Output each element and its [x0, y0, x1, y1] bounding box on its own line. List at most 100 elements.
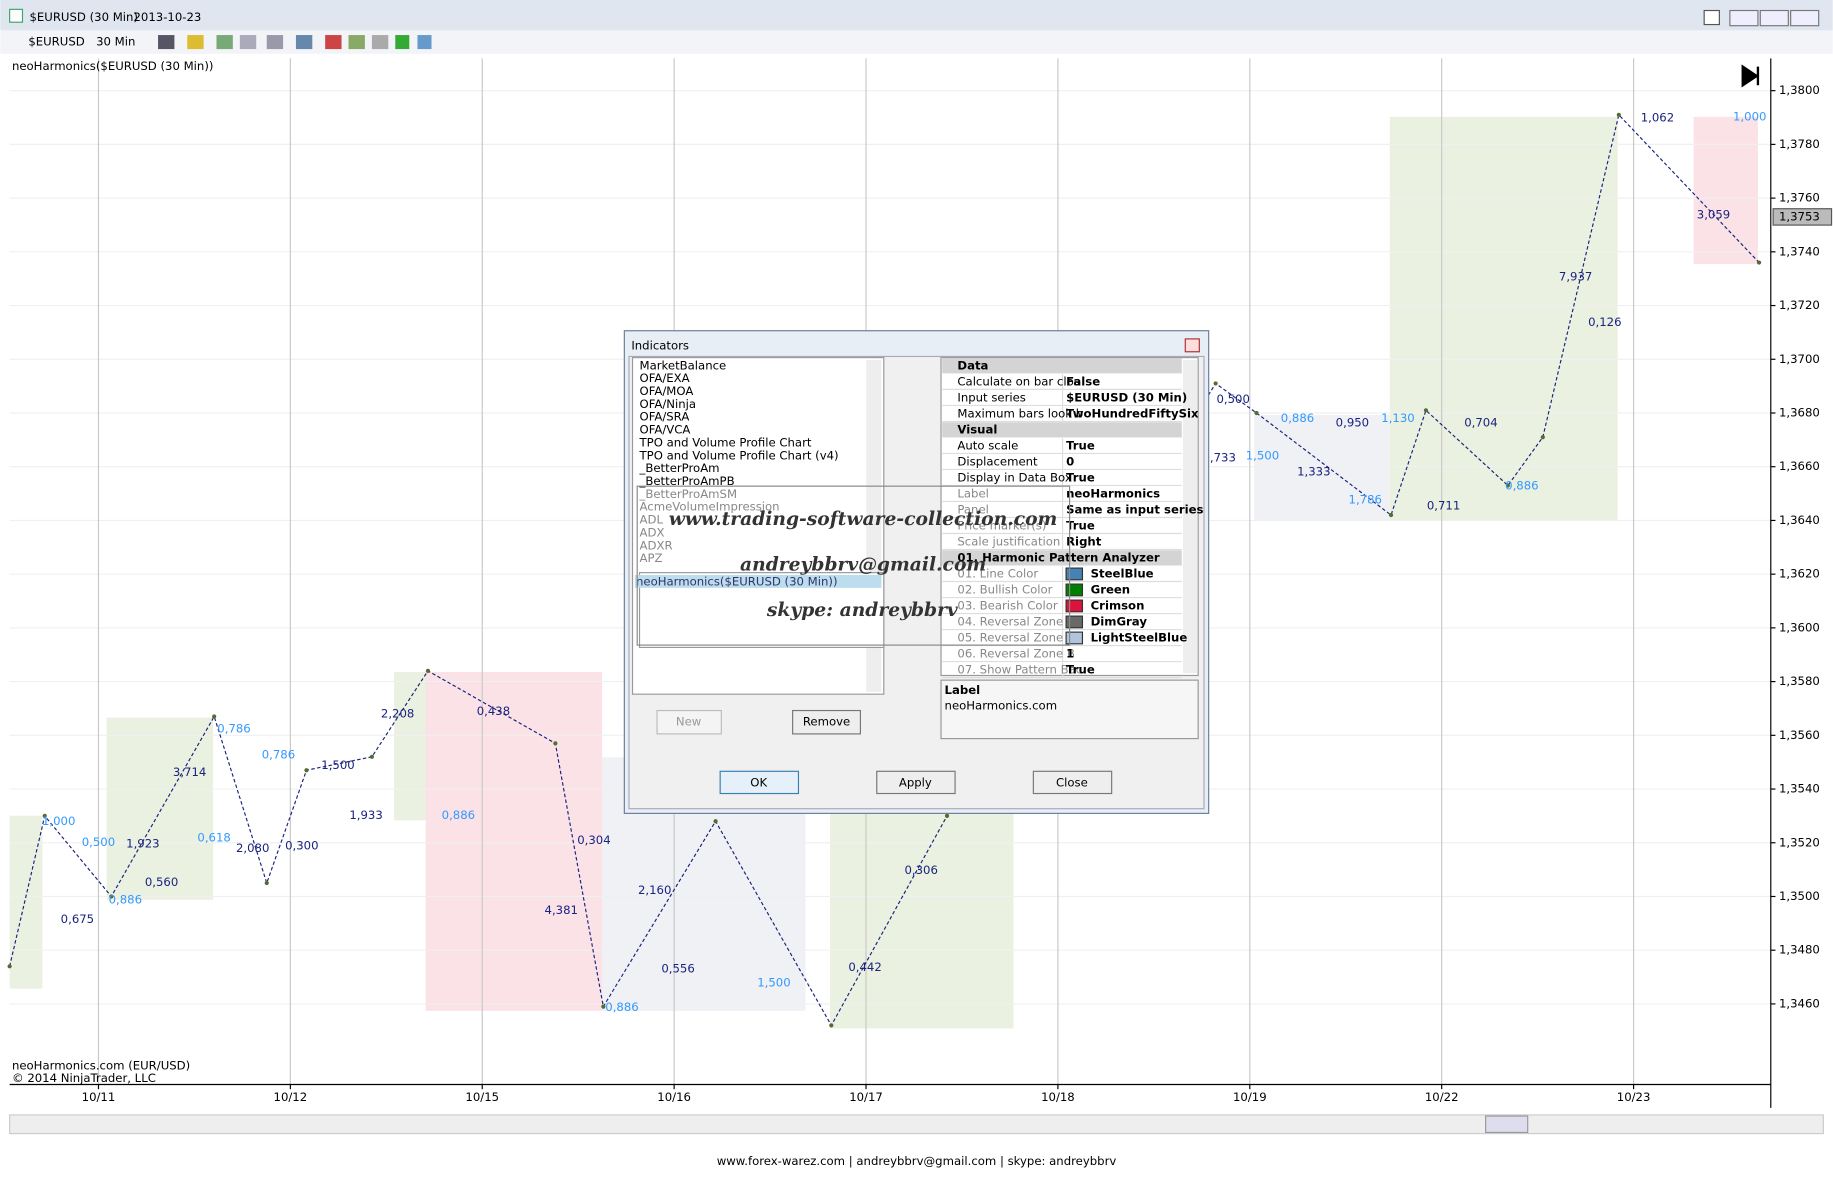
toolbar-icons [158, 35, 432, 50]
interval-selector[interactable]: 30 Min [96, 35, 135, 49]
tool-icon[interactable] [187, 35, 204, 50]
new-button[interactable] [656, 709, 722, 735]
property-value[interactable]: $EURUSD (30 Min) [1066, 390, 1187, 404]
applied-selection [634, 574, 882, 588]
jump-to-end[interactable] [1741, 64, 1760, 88]
indicator-item[interactable]: TPO and Volume Profile Chart (v4) [639, 448, 839, 462]
tool-icon[interactable] [325, 35, 342, 50]
app-icon [9, 8, 24, 23]
tool-icon[interactable] [417, 35, 432, 50]
tool-icon[interactable] [266, 35, 284, 50]
property-value[interactable]: Crimson [1091, 598, 1145, 612]
minimize-button[interactable] [1729, 9, 1759, 27]
grid-scrollbar[interactable] [1182, 359, 1197, 674]
tool-icon[interactable] [348, 35, 365, 50]
pivot-point [553, 741, 558, 746]
tool-icon[interactable] [371, 35, 389, 50]
lock-button[interactable] [1703, 9, 1720, 26]
close-button[interactable] [1790, 9, 1820, 27]
property-name: 01. Line Color [957, 566, 1038, 580]
indicator-item[interactable]: MarketBalance [640, 358, 727, 372]
ratio-label: 3,059 [1697, 208, 1730, 222]
property-value[interactable]: Right [1066, 534, 1102, 548]
pivot-point [713, 819, 718, 824]
indicator-item[interactable]: AcmeVolumeImpression [640, 500, 780, 514]
x-tick-label: 10/22 [1425, 1090, 1459, 1104]
title-bar [0, 0, 1833, 31]
indicator-item[interactable]: OFA/VCA [640, 423, 691, 437]
indicator-item[interactable]: OFA/MOA [640, 384, 694, 398]
y-tick-label: 1,3800 [1779, 83, 1820, 97]
indicator-item[interactable]: OFA/SRA [640, 410, 690, 424]
ratio-label: 4,381 [545, 903, 578, 917]
ratio-label: 0,500 [1216, 392, 1249, 406]
tool-icon[interactable] [158, 35, 175, 50]
property-name: Scale justification [957, 534, 1060, 548]
dialog-title: Indicators [631, 338, 689, 352]
indicator-item[interactable]: _BetterProAmPB [639, 474, 735, 488]
scrollbar[interactable] [9, 1114, 1824, 1135]
ratio-label: 1,000 [1733, 109, 1766, 123]
pivot-point [829, 1023, 834, 1028]
y-tick-label: 1,3700 [1779, 352, 1820, 366]
property-value[interactable]: Green [1091, 582, 1130, 596]
tool-icon[interactable] [295, 35, 313, 50]
ratio-label: 1,130 [1381, 411, 1414, 425]
ok-button[interactable] [719, 770, 800, 795]
property-value[interactable]: neoHarmonics [1066, 486, 1160, 500]
ratio-label: 0,500 [82, 835, 115, 849]
property-value[interactable]: True [1066, 470, 1095, 484]
scrollbar-thumb[interactable] [1485, 1115, 1529, 1134]
indicator-item[interactable]: _BetterProAmSM [639, 487, 738, 501]
toolbar [0, 30, 1833, 54]
color-swatch [1065, 631, 1084, 645]
indicator-item[interactable]: ADXR [640, 538, 673, 552]
category-row [942, 422, 1182, 438]
ok-button-label: OK [750, 775, 767, 789]
indicator-item[interactable]: TPO and Volume Profile Chart [639, 435, 812, 449]
tool-icon[interactable] [216, 35, 233, 50]
property-value[interactable]: True [1066, 438, 1095, 452]
maximize-button[interactable] [1759, 9, 1789, 27]
pivot-point [1213, 381, 1218, 386]
property-value[interactable]: 1 [1066, 646, 1074, 660]
indicator-item[interactable]: ADX [640, 525, 665, 539]
dialog-close-x[interactable] [1184, 338, 1200, 353]
property-value[interactable]: True [1066, 518, 1095, 532]
indicator-item[interactable]: ADL [640, 513, 664, 527]
property-name: 06. Reversal Zone B [957, 646, 1075, 660]
remove-button[interactable] [792, 709, 861, 735]
color-swatch [1065, 615, 1084, 629]
y-tick-label: 1,3760 [1779, 191, 1820, 205]
tool-icon[interactable] [395, 35, 410, 50]
property-name: 05. Reversal Zone B [957, 630, 1075, 644]
applied-item: neoHarmonics($EURUSD (30 Min)) [636, 574, 837, 588]
close-button[interactable] [1032, 770, 1113, 795]
pivot-point [109, 894, 114, 899]
indicator-item[interactable]: _BetterProAm [639, 461, 720, 475]
watermark: skype: andreybbrv [766, 599, 959, 621]
ratio-label: 3,714 [173, 765, 206, 779]
property-value[interactable]: Same as input series [1066, 502, 1203, 516]
indicator-item[interactable]: APZ [640, 551, 663, 565]
apply-button[interactable] [876, 770, 956, 795]
property-value[interactable]: DimGray [1091, 614, 1148, 628]
ratio-label: 0,704 [1464, 416, 1497, 430]
ratio-label: 0,950 [1336, 416, 1369, 430]
property-value[interactable]: TwoHundredFiftySix [1066, 406, 1199, 420]
indicator-label: neoHarmonics($EURUSD (30 Min)) [12, 59, 213, 73]
property-value[interactable]: False [1066, 374, 1100, 388]
category-label: Visual [957, 422, 997, 436]
property-value[interactable]: True [1066, 662, 1095, 676]
property-value[interactable]: SteelBlue [1091, 566, 1154, 580]
property-value[interactable]: LightSteelBlue [1091, 630, 1188, 644]
tool-icon[interactable] [239, 35, 257, 50]
y-tick-label: 1,3780 [1779, 137, 1820, 151]
pattern-zone [1254, 414, 1390, 521]
indicator-item[interactable]: OFA/EXA [640, 371, 690, 385]
instrument-selector[interactable]: $EURUSD [28, 35, 84, 49]
property-value[interactable]: 0 [1066, 454, 1074, 468]
indicator-item[interactable]: OFA/Ninja [640, 397, 697, 411]
window-title: $EURUSD (30 Min) [29, 10, 137, 24]
